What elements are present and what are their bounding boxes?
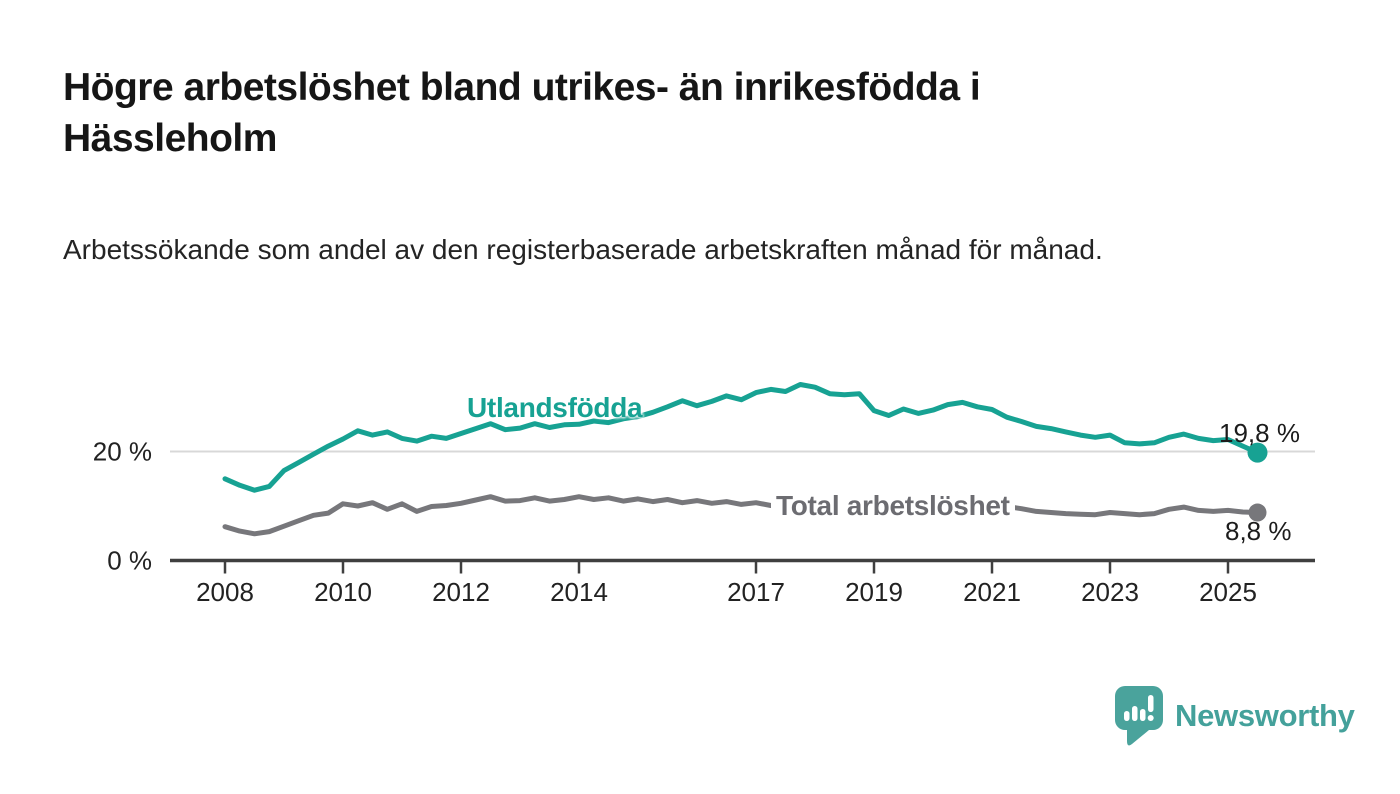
x-tick-label: 2008 — [196, 577, 254, 607]
end-value-utlandsfodda: 19,8 % — [1219, 418, 1300, 448]
x-tick-label: 2025 — [1199, 577, 1257, 607]
x-tick-label: 2023 — [1081, 577, 1139, 607]
endpoint-dot-utlandsfodda — [1247, 442, 1268, 463]
newsworthy-bars-icon — [1115, 686, 1163, 746]
end-value-total-arbetsloshet: 8,8 % — [1225, 516, 1292, 546]
x-tick-label: 2010 — [314, 577, 372, 607]
y-tick-label: 20 % — [93, 437, 152, 467]
endpoint-dot-total — [1248, 503, 1267, 522]
brand-name: Newsworthy — [1175, 698, 1355, 733]
series-label-utlandsfodda: Utlandsfödda — [467, 392, 643, 423]
x-tick-label: 2017 — [727, 577, 785, 607]
x-tick-label: 2012 — [432, 577, 490, 607]
x-tick-label: 2021 — [963, 577, 1021, 607]
series-label-total-arbetsloshet: Total arbetslöshet — [771, 488, 1015, 524]
x-tick-label: 2014 — [550, 577, 608, 607]
page-title: Högre arbetslöshet bland utrikes- än inr… — [63, 66, 981, 161]
x-tick-label: 2019 — [845, 577, 903, 607]
y-tick-label: 0 % — [107, 546, 152, 576]
newsworthy-logo: Newsworthy — [1115, 686, 1355, 746]
line-total-arbetsloshet — [222, 494, 1260, 537]
line-utlandsfodda — [222, 382, 1260, 493]
chart-subtitle: Arbetssökande som andel av den registerb… — [63, 234, 1103, 265]
